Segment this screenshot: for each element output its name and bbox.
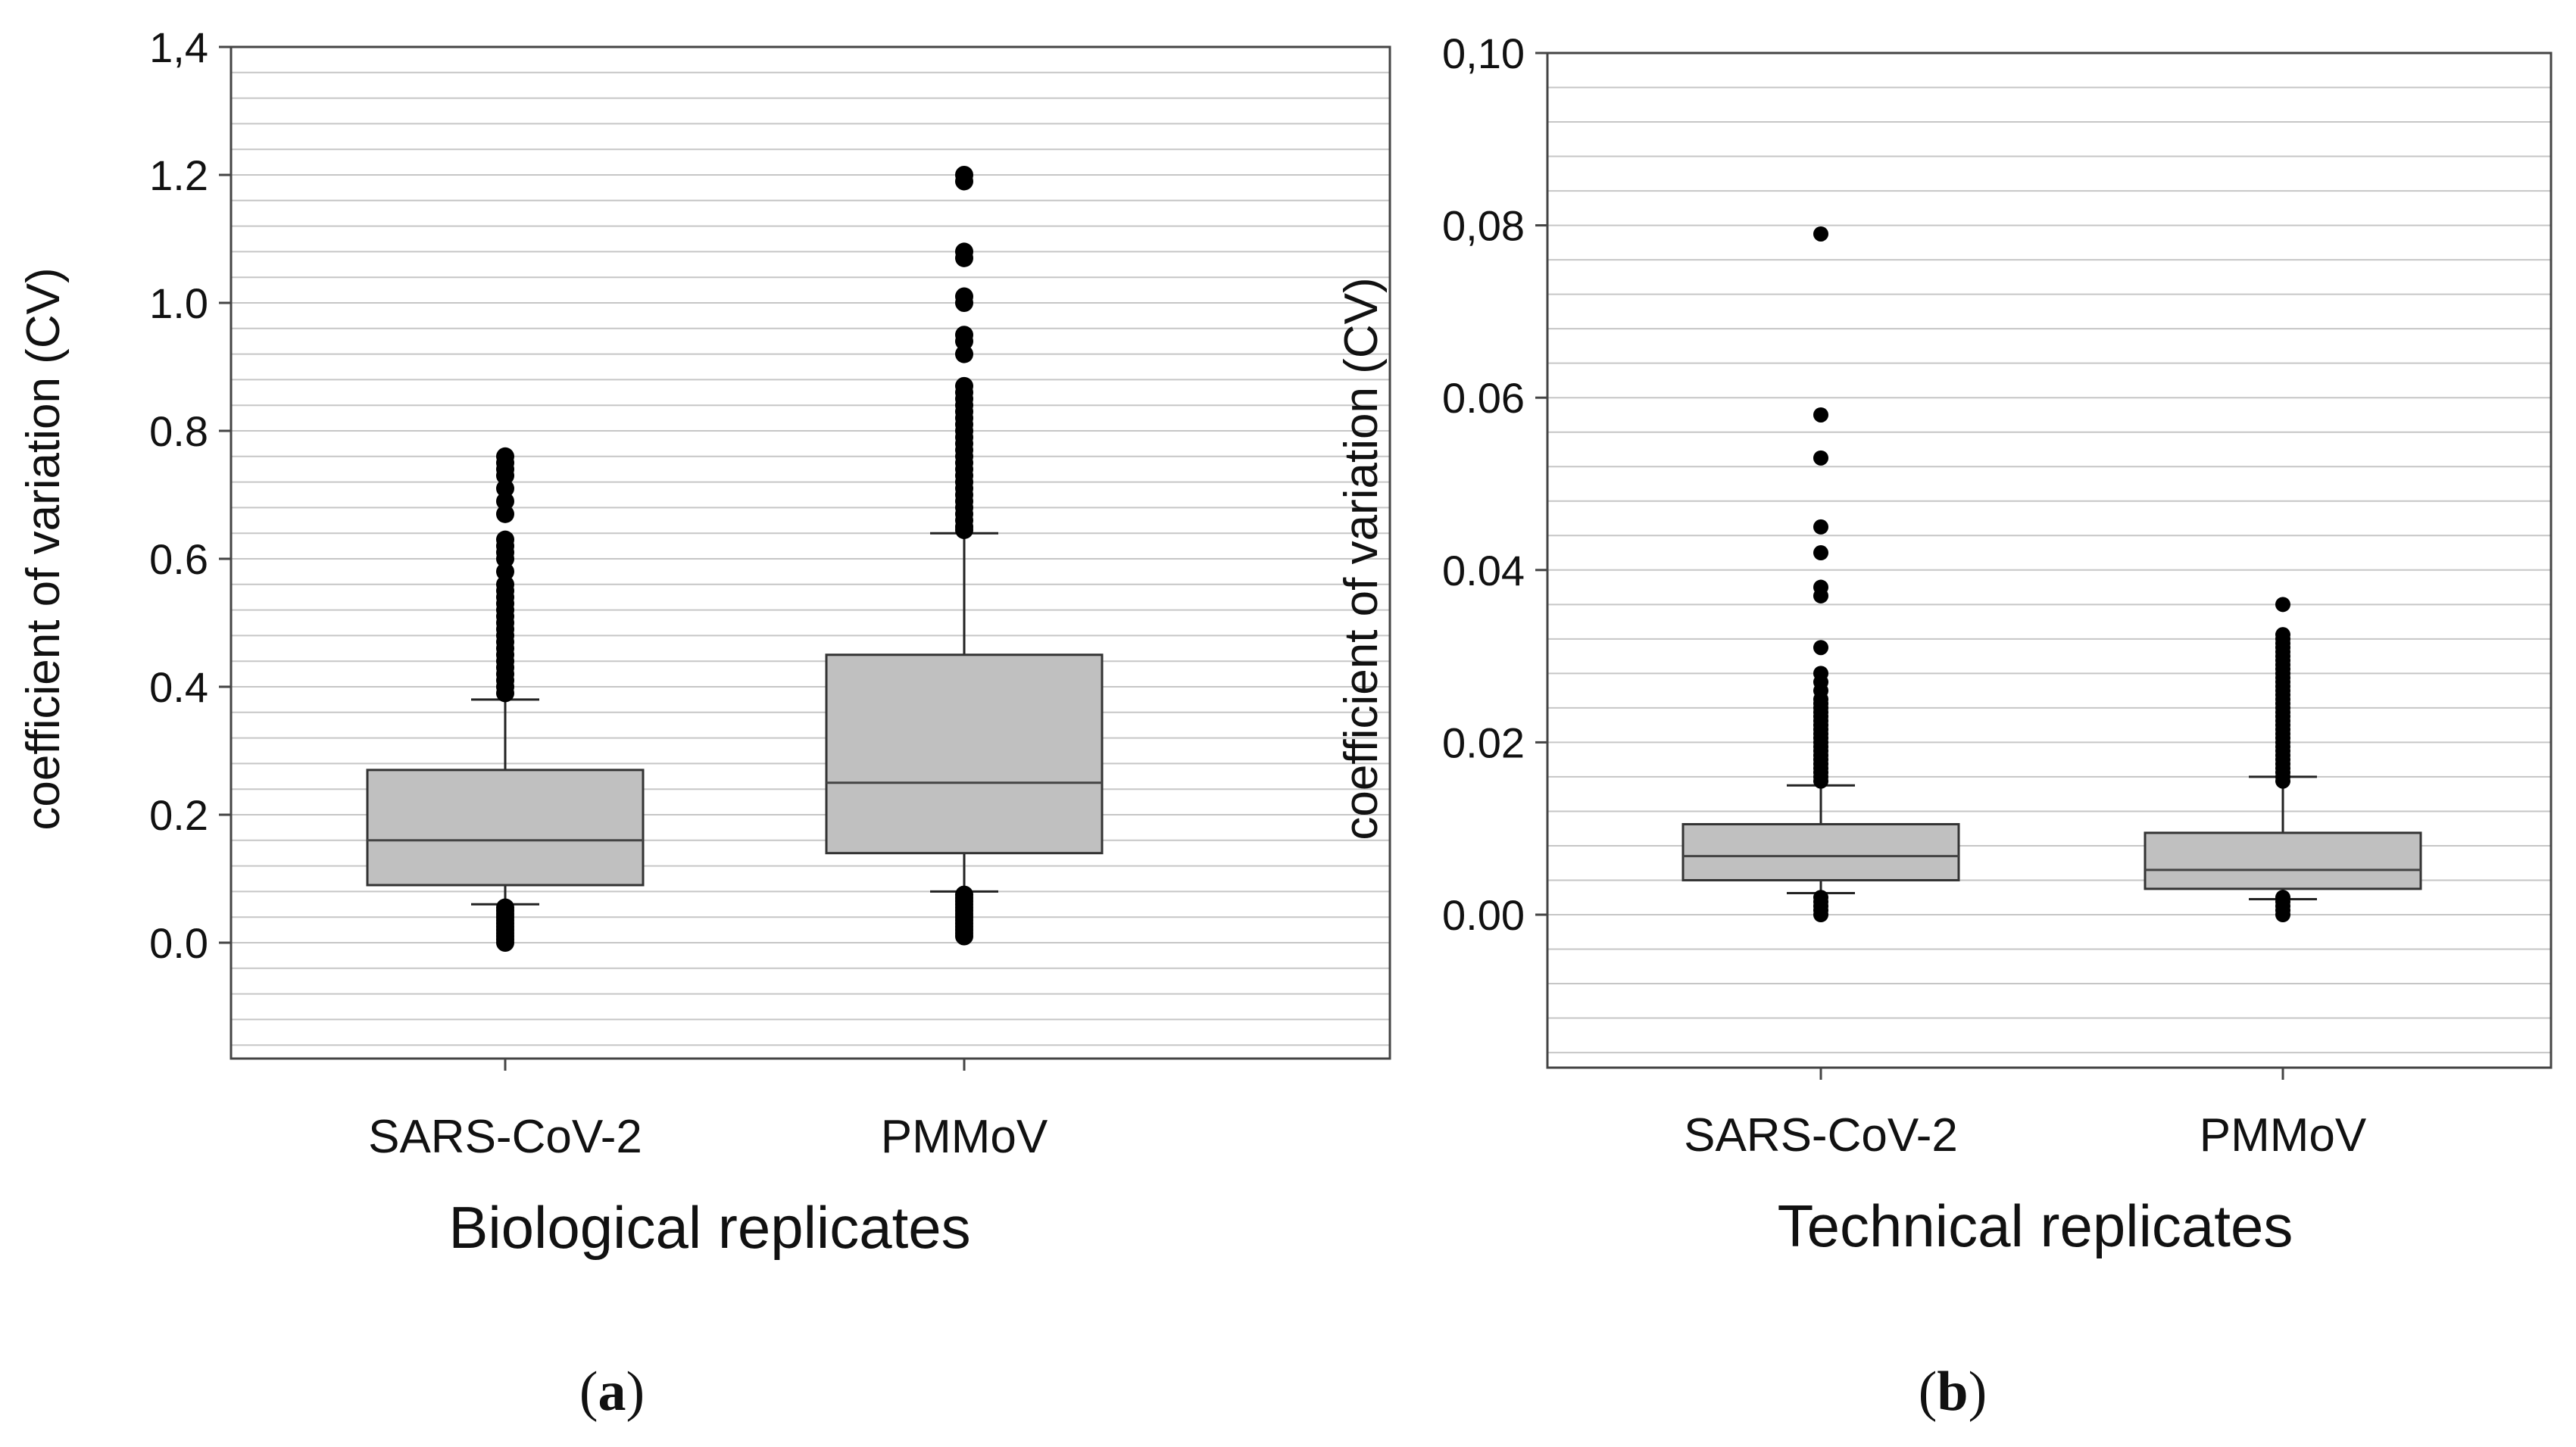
- panel-b-boxes: [1681, 226, 2422, 922]
- panel-b-label-letter: b: [1937, 1361, 1968, 1423]
- panel-a-chart: 0.0 0.2 0.4 0.6 0.8 1.0 1.2 1,4 coefficient of …: [17, 23, 1391, 1423]
- panel-b-x-tick-label-sars-cov-2: SARS-CoV-2: [1684, 1109, 1958, 1162]
- panel-b-chart: 0.00 0.02 0.04 0.06 0,08 0,10 coefficient of …: [1335, 30, 2553, 1423]
- panel-b-y-tick-label: 0,08: [1442, 202, 1525, 250]
- panel-a-sars-cov-2-outlier-point: [496, 575, 514, 594]
- panel-a-sars-cov-2-outlier-point: [496, 562, 514, 581]
- panel-b-axes: [1535, 51, 2553, 1080]
- panel-a-sars-cov-2-outlier-point: [496, 530, 514, 549]
- panel-a-sars-cov-2-outlier-point: [496, 447, 514, 466]
- panel-a-pmmov-outlier-point: [955, 345, 973, 363]
- panel-b-sars-cov-2-outlier-point: [1813, 666, 1828, 681]
- panel-a-pmmov-outlier-point: [955, 166, 973, 184]
- panel-a-pmmov-outlier-point: [955, 242, 973, 261]
- panel-a-pmmov-box-group: [825, 166, 1104, 946]
- panel-a-y-tick-label: 1.0: [149, 279, 208, 327]
- panel-a-x-tick-label-sars-cov-2: SARS-CoV-2: [368, 1111, 642, 1163]
- panel-b-y-tick-label: 0,10: [1442, 30, 1525, 77]
- panel-b-gridlines: [1547, 86, 2551, 1054]
- panel-b-sars-cov-2-box: [1681, 823, 1960, 881]
- panel-b-pmmov-outlier-point: [2275, 627, 2290, 643]
- panel-b-sars-cov-2-outlier-point: [1813, 890, 1828, 906]
- panel-a-gridlines: [231, 71, 1390, 1046]
- panel-b-pmmov-outlier-point: [2275, 890, 2290, 906]
- panel-a-pmmov-box: [825, 653, 1104, 855]
- panel-a-pmmov-outlier-point: [955, 885, 973, 904]
- panel-a-y-tick-label: 0.2: [149, 791, 208, 839]
- panel-a-pmmov-outlier-point: [955, 376, 973, 395]
- panel-a-x-tick-label-pmmov: PMMoV: [881, 1111, 1048, 1163]
- panel-a-sars-cov-2-outlier-point: [496, 504, 514, 523]
- panel-a-plot-frame: [229, 45, 1391, 1060]
- panel-b-sars-cov-2-outlier-point: [1813, 226, 1828, 242]
- panel-a-x-axis-label: Biological replicates: [448, 1194, 970, 1261]
- panel-a-axes: [219, 45, 1391, 1071]
- panel-b-label: (b): [1919, 1361, 1987, 1423]
- panel-a-y-tick-labels: 0.0 0.2 0.4 0.6 0.8 1.0 1.2 1,4: [149, 23, 208, 967]
- panel-b-sars-cov-2-outlier-point: [1813, 640, 1828, 656]
- panel-b-y-tick-labels: 0.00 0.02 0.04 0.06 0,08 0,10: [1442, 30, 1525, 939]
- panel-b-pmmov-box-group: [2144, 597, 2422, 922]
- panel-b-sars-cov-2-box-group: [1681, 226, 1960, 922]
- panel-a-label-letter: a: [598, 1361, 626, 1423]
- panel-b-y-tick-label: 0.04: [1442, 547, 1525, 594]
- panel-b-x-tick-label-pmmov: PMMoV: [2200, 1109, 2367, 1162]
- panel-a-pmmov-outlier-point: [955, 287, 973, 306]
- panel-a-sars-cov-2-box: [366, 769, 645, 887]
- panel-b-sars-cov-2-outlier-point: [1813, 545, 1828, 561]
- panel-b-sars-cov-2-outlier-point: [1813, 407, 1828, 423]
- panel-b-y-tick-label: 0.06: [1442, 374, 1525, 422]
- panel-a-y-tick-label: 0.6: [149, 535, 208, 583]
- panel-b-y-axis-label: coefficient of variation (CV): [1335, 277, 1388, 840]
- panel-a-y-axis-label: coefficient of variation (CV): [17, 267, 70, 830]
- panel-a-boxes: [366, 166, 1104, 952]
- panel-b-sars-cov-2-outlier-point: [1813, 519, 1828, 535]
- panel-a-y-tick-label: 1.2: [149, 151, 208, 199]
- panel-b-pmmov-outlier-point: [2275, 597, 2290, 613]
- panel-a-label: (a): [579, 1361, 645, 1423]
- panel-b-sars-cov-2-outlier-point: [1813, 579, 1828, 595]
- panel-b-y-tick-label: 0.02: [1442, 719, 1525, 766]
- panel-a-sars-cov-2-outlier-point: [496, 479, 514, 498]
- panel-a-y-tick-label: 1,4: [149, 23, 208, 71]
- panel-a-y-tick-label: 0.0: [149, 919, 208, 967]
- panel-a-sars-cov-2-box-group: [366, 447, 645, 952]
- panel-a-y-tick-label: 0.8: [149, 407, 208, 455]
- panel-b-x-axis-label: Technical replicates: [1778, 1193, 2293, 1259]
- panel-b-pmmov-box: [2144, 831, 2422, 890]
- panel-b-y-tick-label: 0.00: [1442, 891, 1525, 939]
- panel-b-plot-frame: [1546, 51, 2553, 1069]
- panel-a-sars-cov-2-outlier-point: [496, 491, 514, 510]
- panel-a-sars-cov-2-outlier-point: [496, 898, 514, 917]
- panel-b-sars-cov-2-outlier-point: [1813, 450, 1828, 466]
- panel-a-pmmov-outlier-point: [955, 326, 973, 345]
- panel-a-y-tick-label: 0.4: [149, 663, 208, 711]
